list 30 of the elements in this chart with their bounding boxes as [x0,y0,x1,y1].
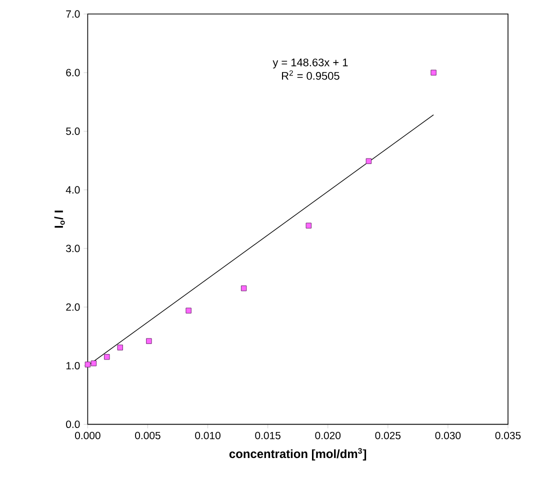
x-tick-label: 0.030 [435,432,461,440]
x-tick-label: 0.025 [375,432,401,440]
x-tick-label: 0.000 [75,432,100,440]
y-tick-label: 5.0 [66,128,80,135]
point [240,285,247,292]
annotation: y = 148.63x + 1 [272,58,348,68]
y-tick-label: 0.0 [66,420,80,428]
y-tick-label: 6.0 [66,68,80,76]
point [430,70,436,76]
y-tick-label: 7.0 [66,10,80,18]
point [104,354,110,360]
point [306,222,312,228]
y-tick-label: 3.0 [66,244,80,252]
text: concentration [mol/dm$^{3}$] [229,448,366,460]
point [186,308,192,314]
x-tick-label: 0.005 [135,432,160,440]
x-tick-label: 0.015 [255,432,280,440]
x-tick-label: 0.010 [195,432,220,440]
point [90,360,97,366]
x-tick-label: 0.035 [495,432,521,440]
x-tick-label: 0.020 [315,432,341,440]
text: I$_{o}$/ I [54,210,65,228]
y-tick-label: 4.0 [66,186,80,194]
point [84,362,91,368]
point [117,344,123,350]
point [146,338,152,344]
y-tick-label: 2.0 [66,303,80,311]
y-tick-label: 1.0 [66,362,80,370]
annotation: R$^{2}$ = 0.9505 [282,70,340,80]
point [366,158,372,164]
